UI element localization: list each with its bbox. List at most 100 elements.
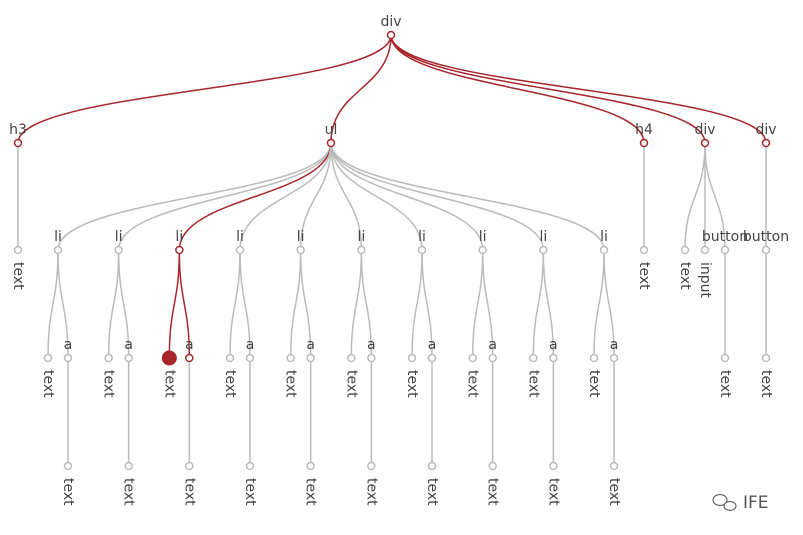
node-label: text (181, 478, 197, 506)
node-label: h4 (635, 122, 653, 138)
node (13, 245, 23, 255)
node-label: li (539, 229, 547, 245)
node (296, 245, 305, 255)
link (542, 249, 555, 359)
node-label: text (303, 478, 319, 506)
link (350, 249, 363, 359)
link (239, 249, 251, 359)
node-label: text (758, 370, 774, 398)
node-label: text (485, 478, 501, 506)
link (360, 249, 373, 359)
link (57, 142, 332, 251)
link (229, 249, 241, 359)
node-label: li (54, 229, 62, 245)
node-label: a (549, 337, 558, 353)
node-label: div (380, 14, 401, 30)
node-label: text (717, 370, 733, 398)
node-label: text (60, 478, 76, 506)
link (330, 142, 484, 251)
node (720, 353, 730, 363)
link (532, 249, 545, 359)
node (700, 138, 710, 148)
link (299, 142, 332, 251)
node-label: ul (325, 122, 338, 138)
node (367, 353, 376, 363)
node (13, 138, 23, 148)
link (471, 249, 484, 359)
link (330, 142, 545, 251)
node-label: li (236, 229, 244, 245)
link (390, 34, 706, 144)
watermark-icon (712, 493, 737, 512)
node-label: text (424, 478, 440, 506)
link (593, 249, 605, 359)
node-label: text (161, 370, 177, 398)
node-label: a (610, 337, 619, 353)
link (178, 142, 332, 251)
node (367, 461, 376, 471)
node-label: text (101, 370, 117, 398)
node-label: text (465, 370, 481, 398)
node (347, 353, 356, 363)
node-label: div (755, 122, 776, 138)
node (609, 353, 619, 363)
link (47, 249, 59, 359)
node (639, 138, 649, 148)
node-label: a (488, 337, 497, 353)
node-label: a (246, 337, 255, 353)
node-label: text (343, 370, 359, 398)
node (185, 461, 194, 471)
node-label: text (545, 478, 561, 506)
link (411, 249, 423, 359)
node (245, 353, 255, 363)
node-label: text (525, 370, 541, 398)
node (539, 245, 548, 255)
node (589, 353, 599, 363)
node (53, 245, 63, 255)
link (178, 249, 191, 359)
node (427, 353, 437, 363)
node (609, 461, 619, 471)
link (117, 142, 332, 251)
node (175, 245, 184, 255)
nodes: text h3 text text a li text text a li text text a li t… (9, 14, 789, 506)
node (306, 461, 315, 471)
node-selected (161, 350, 177, 366)
node (124, 353, 133, 363)
link (603, 249, 615, 359)
node-label: li (479, 229, 487, 245)
node-label: input (697, 262, 713, 299)
watermark: IFE (743, 493, 769, 513)
node-label: a (428, 337, 437, 353)
node (761, 245, 771, 255)
node (680, 245, 690, 255)
node-label: a (306, 337, 315, 353)
link (330, 142, 605, 251)
node (488, 461, 497, 471)
node (63, 353, 73, 363)
node (245, 461, 255, 471)
node-label: button (702, 229, 748, 245)
node (761, 138, 771, 148)
link (481, 249, 494, 359)
node-label: text (283, 370, 299, 398)
node-label: text (636, 262, 652, 290)
node-label: text (121, 478, 137, 506)
node (639, 245, 649, 255)
node (104, 353, 113, 363)
node-label: text (222, 370, 238, 398)
node (417, 245, 427, 255)
node-label: text (677, 262, 693, 290)
link (421, 249, 433, 359)
node (427, 461, 437, 471)
link (107, 249, 120, 359)
link (330, 142, 423, 251)
link (684, 142, 706, 251)
node-label: h3 (9, 122, 27, 138)
node-label: a (124, 337, 133, 353)
node (114, 245, 123, 255)
link (390, 34, 767, 144)
link (57, 249, 69, 359)
node-label: li (357, 229, 365, 245)
